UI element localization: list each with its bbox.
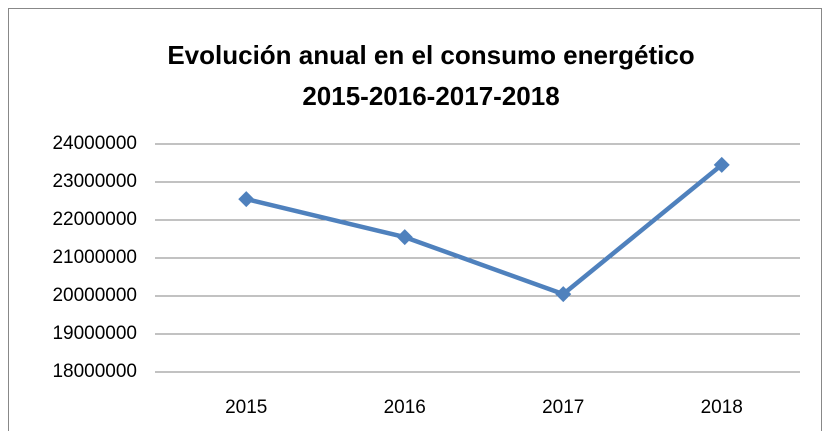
marker — [238, 191, 255, 208]
y-tick-label: 18000000 — [52, 361, 137, 382]
chart-title: Evolución anual en el consumo energético — [167, 40, 694, 70]
x-tick-label: 2016 — [384, 397, 426, 418]
x-tick-label: 2018 — [701, 397, 743, 418]
marker — [555, 286, 572, 303]
line — [245, 163, 724, 297]
y-tick-label: 21000000 — [52, 247, 137, 268]
marker — [713, 156, 730, 173]
y-tick-label: 19000000 — [52, 323, 137, 344]
y-tick-label: 22000000 — [52, 209, 137, 230]
y-tick-label: 24000000 — [52, 133, 137, 154]
x-tick-label: 2015 — [225, 397, 267, 418]
marker — [396, 229, 413, 246]
y-tick-label: 20000000 — [52, 285, 137, 306]
chart-title: 2015-2016-2017-2018 — [302, 81, 559, 111]
x-tick-label: 2017 — [542, 397, 584, 418]
y-tick-label: 23000000 — [52, 171, 137, 192]
